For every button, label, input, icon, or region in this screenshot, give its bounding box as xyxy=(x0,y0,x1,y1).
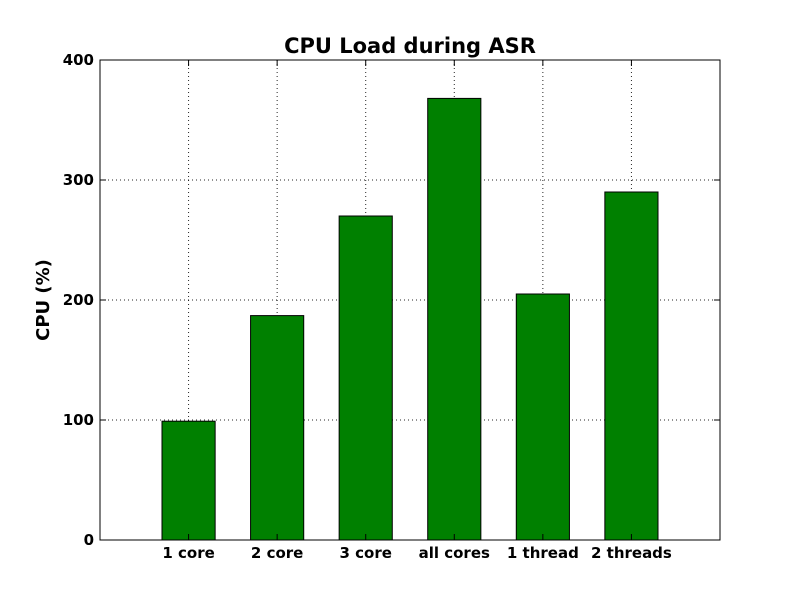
y-tick-label: 400 xyxy=(63,51,94,69)
bar-2-threads xyxy=(604,191,659,541)
bars xyxy=(161,97,659,541)
x-tick-label: 2 core xyxy=(251,544,303,562)
x-tick-label: all cores xyxy=(419,544,490,562)
bar-1-core xyxy=(161,420,216,541)
bar-2-core xyxy=(250,315,305,541)
x-tick-label: 1 thread xyxy=(507,544,579,562)
y-tick-label: 100 xyxy=(63,411,94,429)
chart-title: CPU Load during ASR xyxy=(284,34,536,58)
bar-1-thread xyxy=(515,293,570,541)
y-axis: 0 100 200 300 400 xyxy=(63,51,720,549)
bar-3-core xyxy=(338,215,393,541)
x-tick-label: 2 threads xyxy=(591,544,672,562)
x-tick-label: 1 core xyxy=(162,544,214,562)
y-axis-label: CPU (%) xyxy=(33,259,54,341)
y-tick-label: 200 xyxy=(63,291,94,309)
x-tick-label: 3 core xyxy=(339,544,391,562)
x-axis: 1 core 2 core 3 core all cores 1 thread 2 thr… xyxy=(162,60,672,562)
y-tick-label: 0 xyxy=(84,531,94,549)
y-tick-label: 300 xyxy=(63,171,94,189)
bar-all-cores xyxy=(427,97,482,541)
